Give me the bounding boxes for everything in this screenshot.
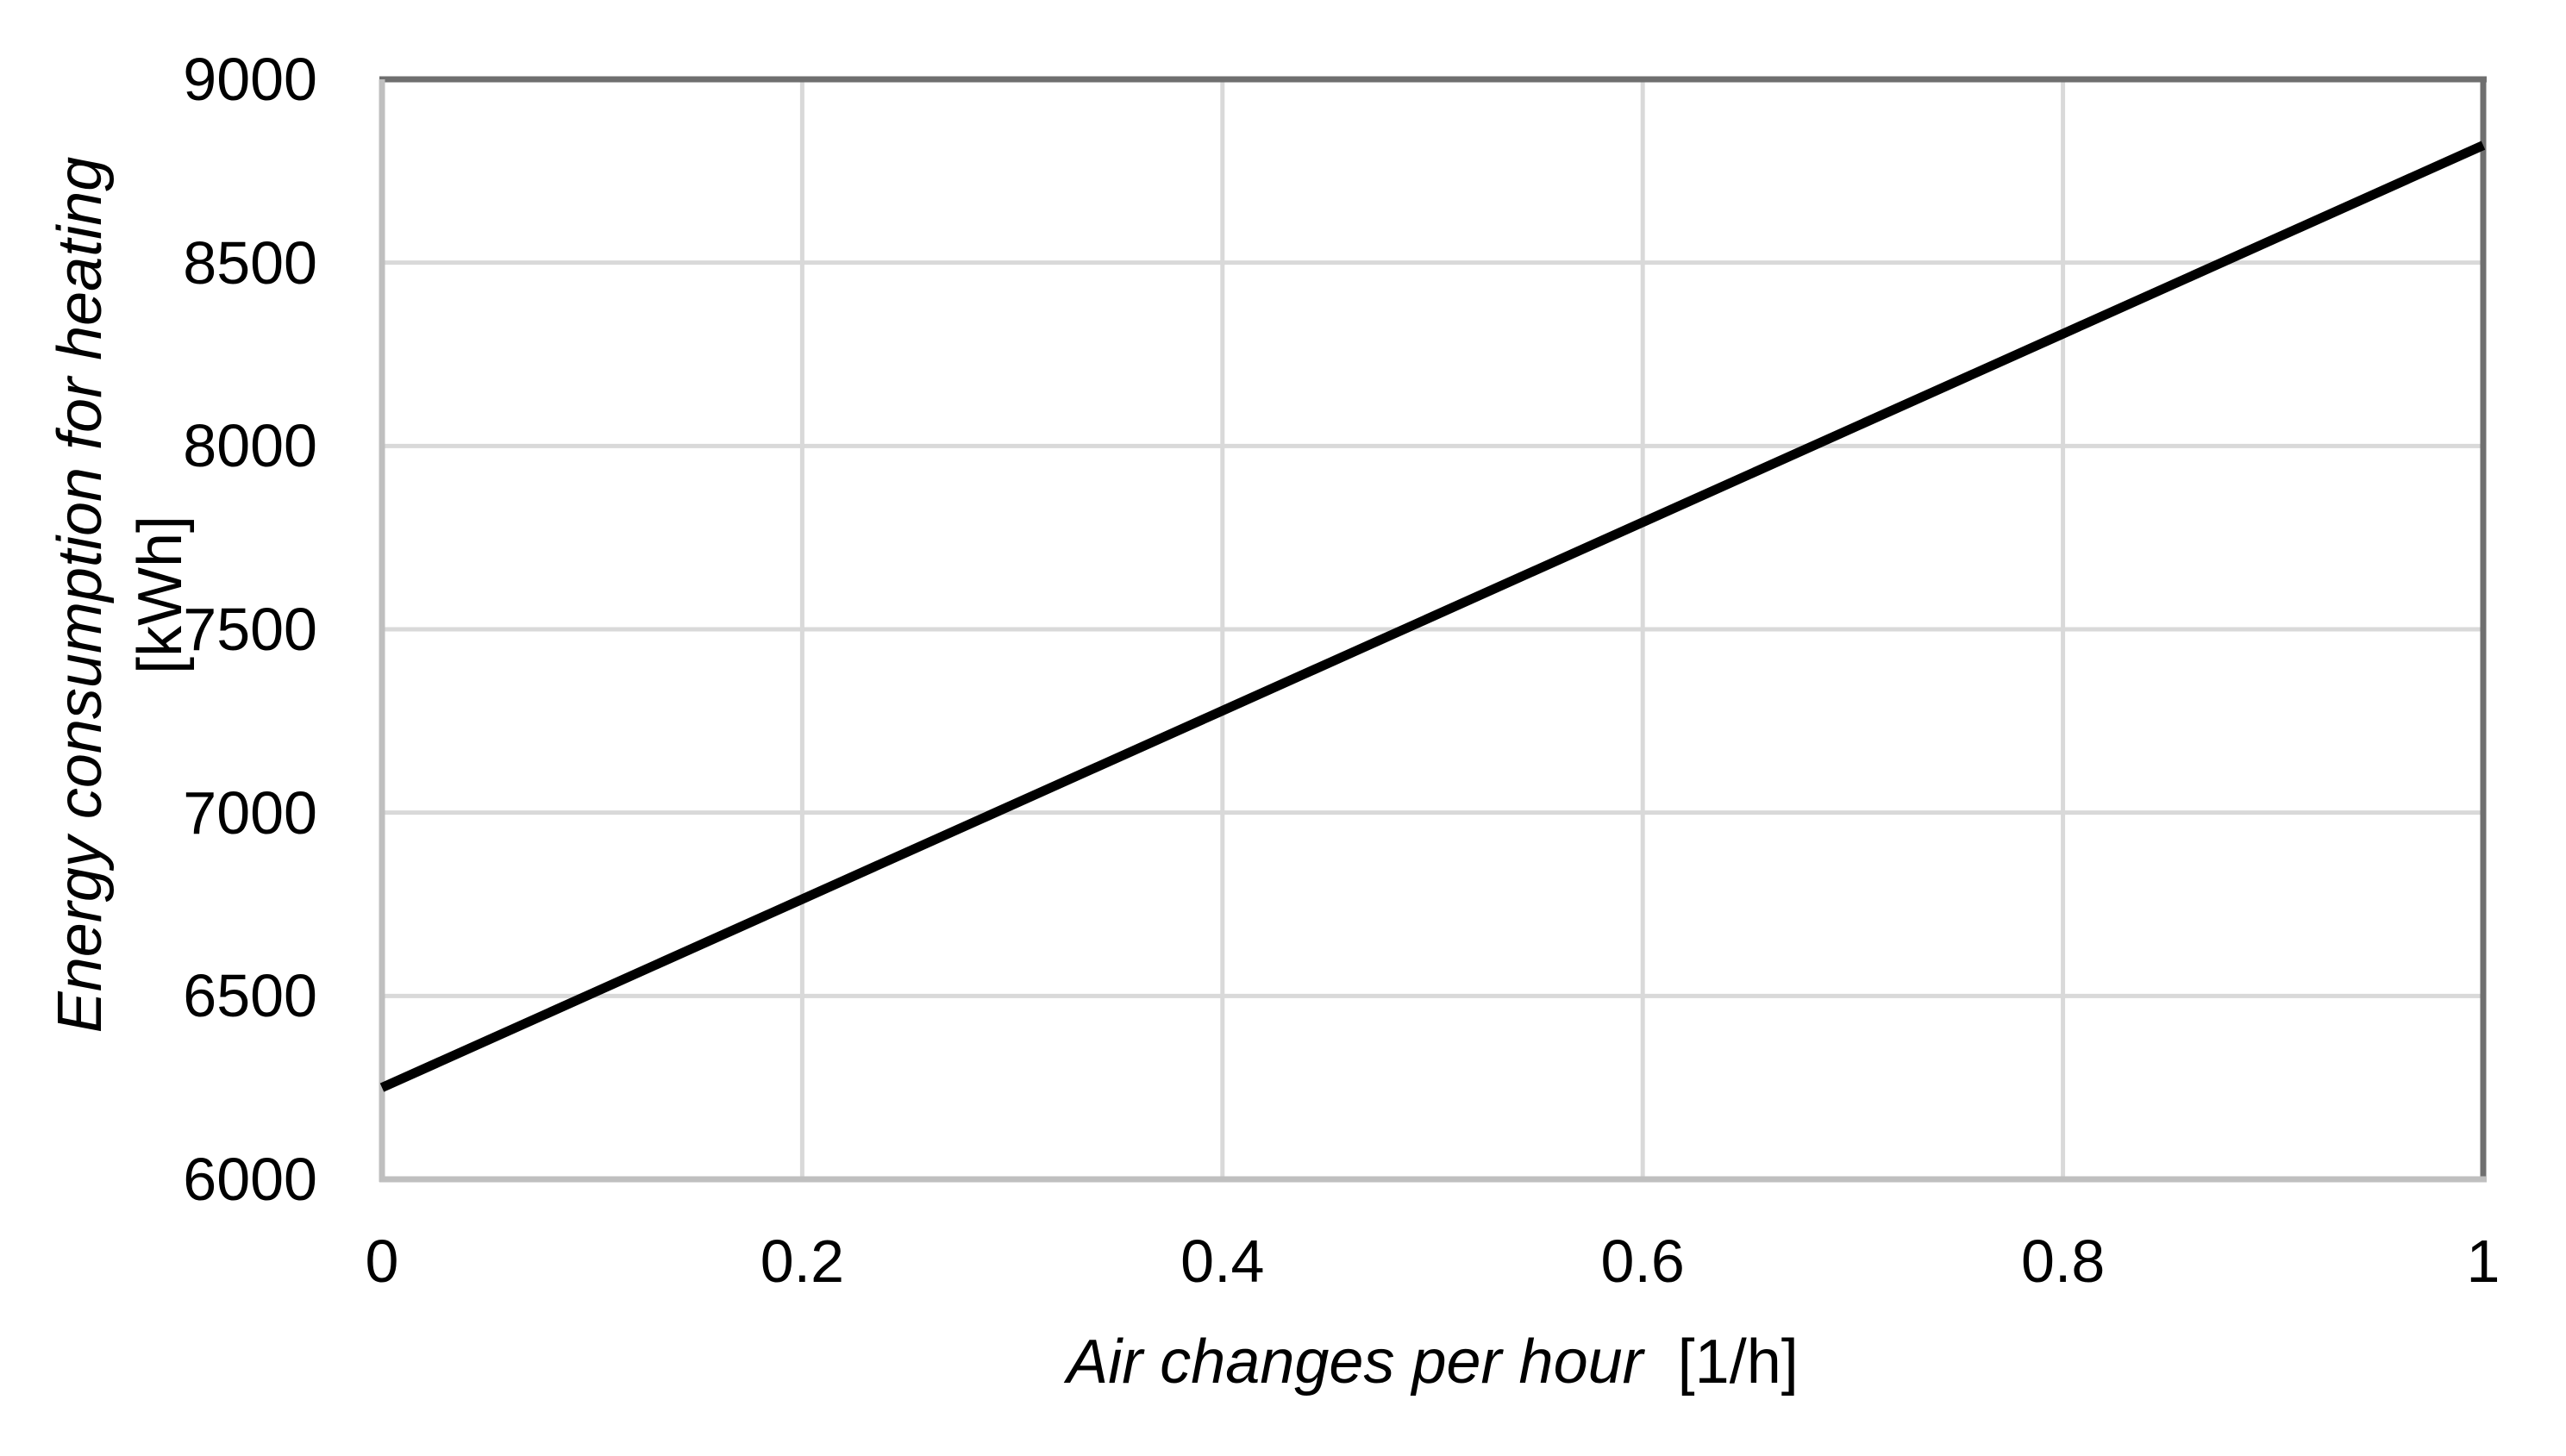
x-axis-unit-text xyxy=(1661,1328,1678,1397)
y-axis-title: Energy consumption for heating [kWh] xyxy=(41,0,201,1198)
x-tick-label: 0.2 xyxy=(760,1228,845,1295)
x-axis-unit-bracket: [1/h] xyxy=(1677,1328,1799,1397)
x-tick-label: 0.4 xyxy=(1180,1228,1265,1295)
y-tick-label: 7500 xyxy=(183,596,317,663)
x-axis-title-text: Air changes per hour xyxy=(1067,1328,1643,1397)
x-tick-label: 0 xyxy=(365,1228,399,1295)
y-tick-label: 8000 xyxy=(183,412,317,480)
x-tick-label: 0.6 xyxy=(1600,1228,1685,1295)
y-tick-label: 8500 xyxy=(183,228,317,297)
x-axis-title: Air changes per hour [1/h] xyxy=(382,1323,2483,1401)
x-tick-label: 1 xyxy=(2466,1228,2500,1295)
y-axis-title-text: Energy consumption for heating xyxy=(46,156,115,1034)
y-tick-label: 9000 xyxy=(183,46,317,113)
y-axis-unit-text: [kWh] xyxy=(126,516,195,675)
y-tick-label: 6000 xyxy=(183,1146,317,1213)
y-tick-label: 6500 xyxy=(183,962,317,1030)
x-tick-label: 0.8 xyxy=(2020,1228,2106,1295)
y-tick-label: 7000 xyxy=(183,778,317,847)
series-line xyxy=(379,141,2486,1092)
